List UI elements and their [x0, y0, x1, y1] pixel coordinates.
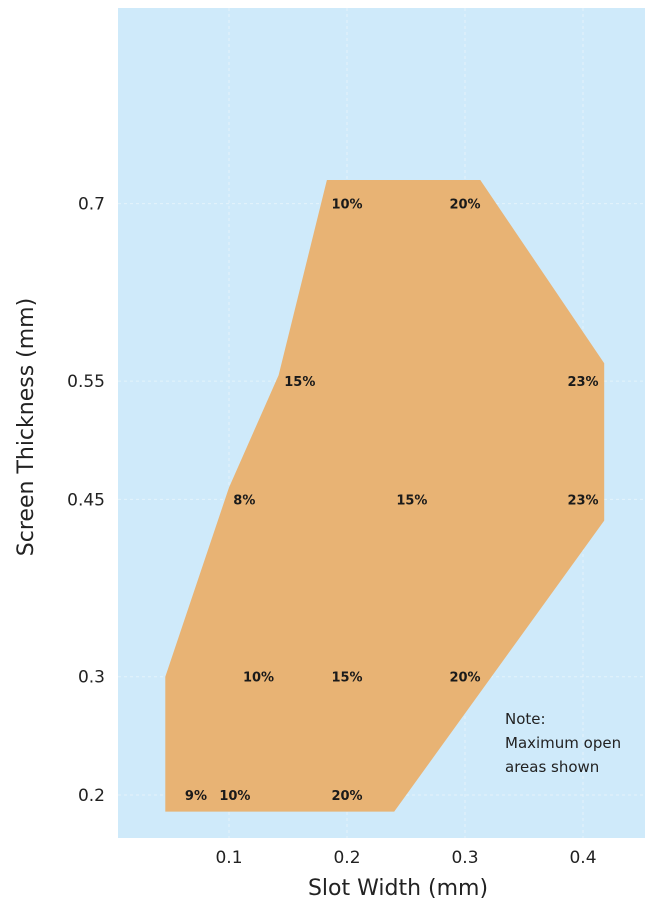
- point-label: 15%: [284, 375, 315, 390]
- x-tick-label: 0.4: [569, 848, 596, 868]
- x-axis-title: Slot Width (mm): [308, 876, 488, 901]
- x-axis-ticks: 0.1 0.2 0.3 0.4: [215, 848, 596, 868]
- y-axis-title: Screen Thickness (mm): [14, 298, 39, 556]
- point-label: 10%: [331, 198, 362, 213]
- y-tick-label: 0.55: [67, 372, 105, 392]
- point-label: 15%: [331, 671, 362, 686]
- note-annotation: Note: Maximum open areas shown: [505, 710, 626, 776]
- y-axis-ticks: 0.2 0.3 0.45 0.55 0.7: [67, 195, 105, 806]
- note-line: Note:: [505, 710, 546, 728]
- point-label: 10%: [219, 789, 250, 804]
- x-tick-label: 0.1: [215, 848, 242, 868]
- y-tick-label: 0.7: [78, 195, 105, 215]
- point-label: 23%: [567, 375, 598, 390]
- note-line: areas shown: [505, 758, 599, 776]
- x-tick-label: 0.3: [451, 848, 478, 868]
- point-label: 9%: [185, 789, 207, 804]
- y-tick-label: 0.45: [67, 490, 105, 510]
- point-label: 20%: [331, 789, 362, 804]
- open-area-region: [165, 180, 605, 812]
- point-label: 20%: [449, 198, 480, 213]
- point-label: 20%: [449, 671, 480, 686]
- y-tick-label: 0.3: [78, 668, 105, 688]
- point-label: 15%: [396, 493, 427, 508]
- note-line: Maximum open: [505, 734, 621, 752]
- point-label: 10%: [243, 671, 274, 686]
- y-tick-label: 0.2: [78, 786, 105, 806]
- x-tick-label: 0.2: [333, 848, 360, 868]
- point-labels: 10% 20% 15% 23% 8% 15% 23% 10% 15% 20% 9% 10% 20%: [185, 198, 599, 804]
- point-label: 23%: [567, 493, 598, 508]
- point-label: 8%: [233, 493, 255, 508]
